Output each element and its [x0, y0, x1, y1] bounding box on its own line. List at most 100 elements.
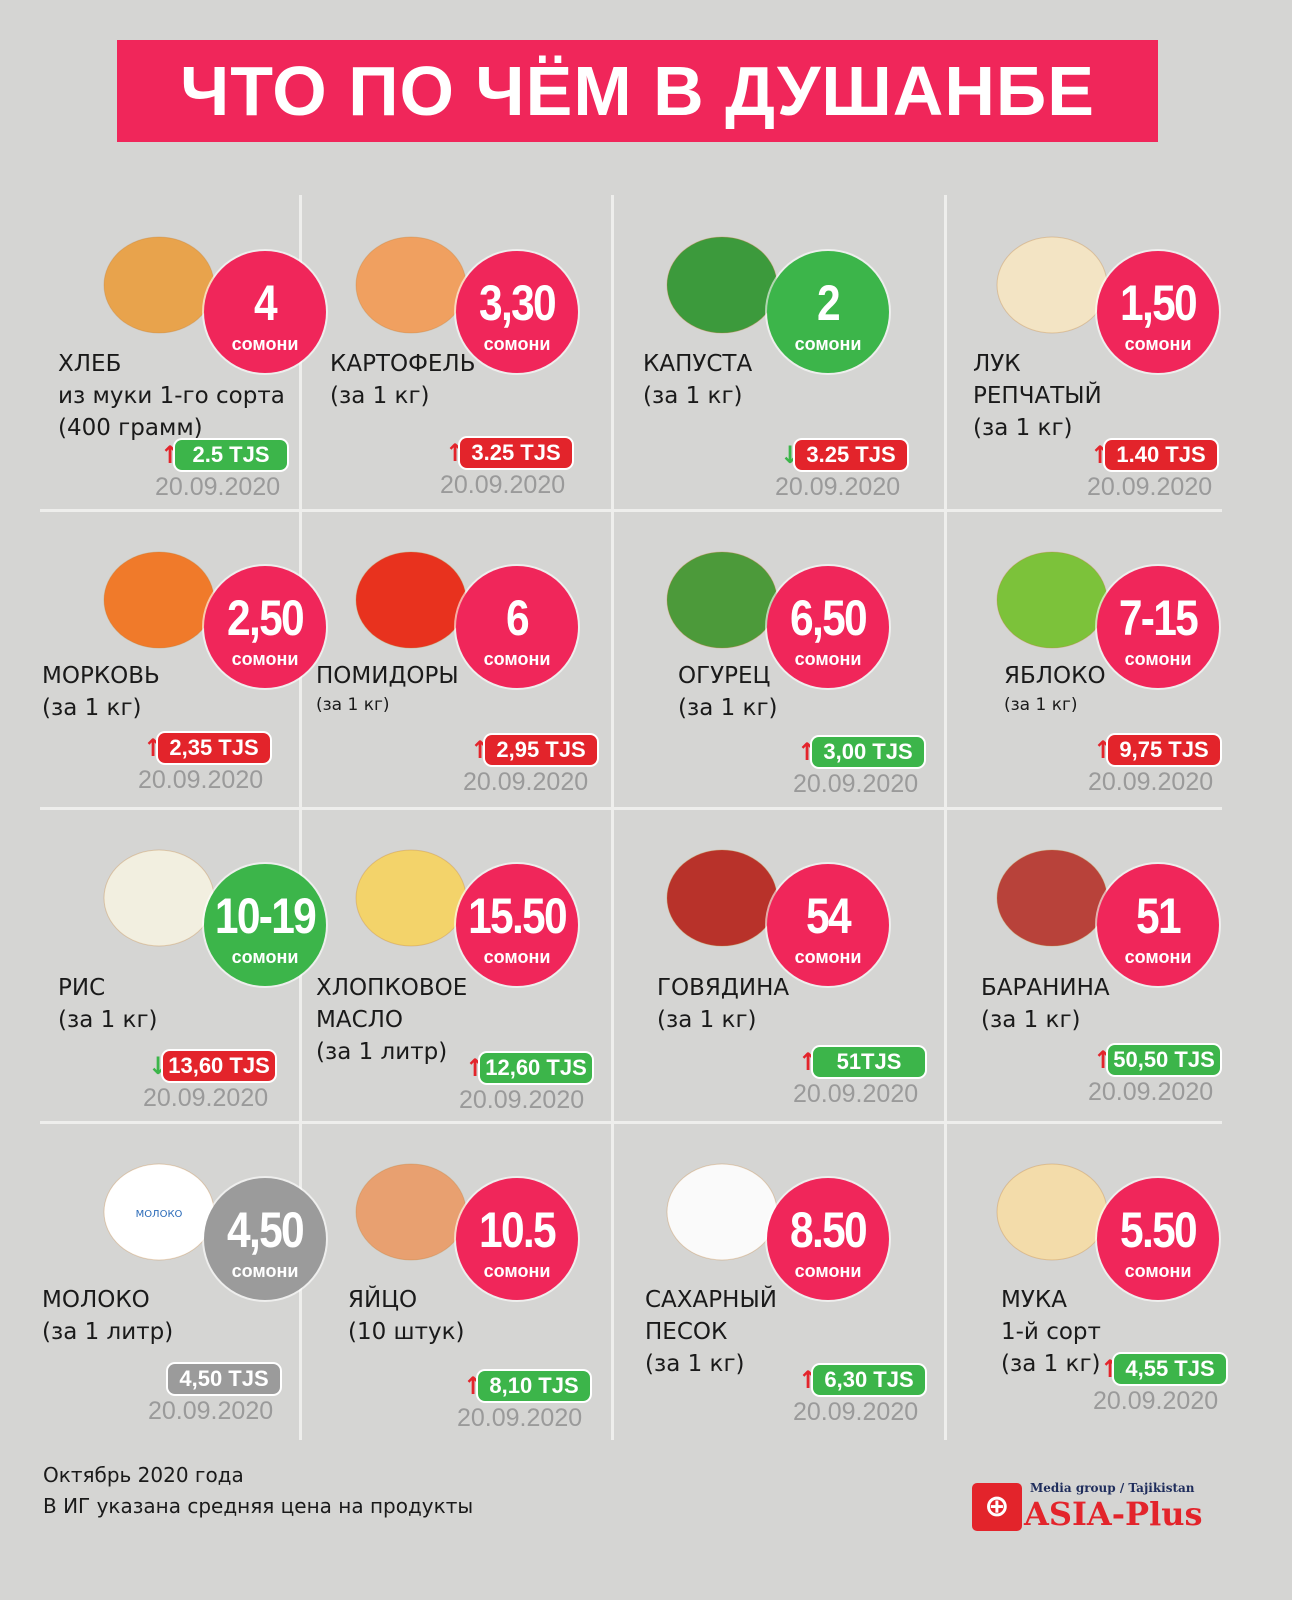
name-line: (за 1 кг) — [42, 695, 142, 721]
price-circle: 6,50 сомони — [767, 566, 889, 688]
product-name: КАРТОФЕЛЬ (за 1 кг) — [330, 348, 476, 412]
divider — [944, 195, 947, 1440]
price: 10-19 — [214, 888, 317, 944]
asia-plus-logo-icon: ⊕ — [972, 1483, 1022, 1531]
previous-price-badge: 6,30 TJS — [813, 1365, 925, 1395]
price: 4,50 — [227, 1202, 305, 1258]
currency: сомони — [794, 947, 862, 967]
name-line: (за 1 литр) — [316, 1039, 448, 1065]
name-line: МАСЛО — [316, 1007, 404, 1033]
price: 4 — [254, 275, 278, 331]
name-line: (за 1 литр) — [42, 1319, 174, 1345]
currency: сомони — [231, 947, 299, 967]
previous-price-badge: 4,50 TJS — [168, 1364, 280, 1394]
price-circle: 4,50 сомони — [204, 1178, 326, 1300]
name-line: (за 1 кг) — [645, 1351, 745, 1377]
price: 15.50 — [468, 888, 568, 944]
previous-price-badge: 3.25 TJS — [795, 440, 907, 470]
name-line: (за 1 кг) — [1004, 695, 1078, 715]
previous-price-badge: 4,55 TJS — [1114, 1354, 1226, 1384]
currency: сомони — [1124, 334, 1192, 354]
previous-price-badge: 12,60 TJS — [480, 1053, 592, 1083]
price-circle: 2 сомони — [767, 251, 889, 373]
previous-price-date: 20.09.2020 — [440, 471, 566, 499]
name-line: МОЛОКО — [42, 1287, 150, 1313]
previous-price-date: 20.09.2020 — [155, 473, 281, 501]
name-line: МУКА — [1001, 1287, 1067, 1313]
previous-price-badge: 2,35 TJS — [158, 733, 270, 763]
name-line: ОГУРЕЦ — [678, 663, 771, 689]
previous-price-badge: 9,75 TJS — [1108, 735, 1220, 765]
currency: сомони — [231, 649, 299, 669]
divider — [40, 509, 1222, 512]
price-circle: 10.5 сомони — [456, 1178, 578, 1300]
currency: сомони — [1124, 947, 1192, 967]
name-line: РЕПЧАТЫЙ — [973, 383, 1102, 409]
previous-price-badge: 51TJS — [813, 1047, 925, 1077]
milk-label: МОЛОКО — [136, 1209, 183, 1220]
name-line: ЯЙЦО — [348, 1287, 418, 1313]
name-line: (за 1 кг) — [973, 415, 1073, 441]
product-name: ЯЙЦО (10 штук) — [348, 1284, 464, 1348]
name-line: из муки 1-го сорта — [58, 383, 285, 409]
divider — [299, 195, 302, 1440]
name-line: (400 грамм) — [58, 415, 203, 441]
previous-price-badge: 3.25 TJS — [460, 438, 572, 468]
price: 5.50 — [1120, 1202, 1198, 1258]
previous-price-date: 20.09.2020 — [793, 1398, 919, 1426]
price-circle: 51 сомони — [1097, 864, 1219, 986]
name-line: ГОВЯДИНА — [657, 975, 790, 1001]
currency: сомони — [231, 1261, 299, 1281]
name-line: (за 1 кг) — [330, 383, 430, 409]
previous-price-date: 20.09.2020 — [457, 1404, 583, 1432]
name-line: (10 штук) — [348, 1319, 465, 1345]
price-circle: 10-19 сомони — [204, 864, 326, 986]
product-name: РИС (за 1 кг) — [58, 972, 158, 1036]
currency: сомони — [483, 947, 551, 967]
product-name: САХАРНЫЙ ПЕСОК (за 1 кг) — [645, 1284, 777, 1380]
previous-price-date: 20.09.2020 — [793, 770, 919, 798]
price-circle: 4 сомони — [204, 251, 326, 373]
price: 8.50 — [790, 1202, 868, 1258]
name-line: ХЛОПКОВОЕ — [316, 975, 468, 1001]
currency: сомони — [794, 1261, 862, 1281]
divider — [40, 1121, 1222, 1124]
price-circle: 5.50 сомони — [1097, 1178, 1219, 1300]
name-line: (за 1 кг) — [1001, 1351, 1101, 1377]
previous-price-badge: 8,10 TJS — [478, 1371, 590, 1401]
footer-date: Октябрь 2020 года — [43, 1463, 244, 1487]
product-name: БАРАНИНА (за 1 кг) — [981, 972, 1110, 1036]
previous-price-badge: 2,95 TJS — [485, 735, 597, 765]
product-name: ЯБЛОКО (за 1 кг) — [1004, 660, 1106, 718]
name-line: ПЕСОК — [645, 1319, 728, 1345]
price-circle: 6 сомони — [456, 566, 578, 688]
name-line: КАПУСТА — [643, 351, 753, 377]
name-line: ХЛЕБ — [58, 351, 122, 377]
name-line: МОРКОВЬ — [42, 663, 160, 689]
previous-price-date: 20.09.2020 — [1087, 473, 1213, 501]
price: 3,30 — [479, 275, 557, 331]
product-name: КАПУСТА (за 1 кг) — [643, 348, 752, 412]
currency: сомони — [483, 334, 551, 354]
previous-price-badge: 3,00 TJS — [812, 737, 924, 767]
price: 54 — [806, 888, 852, 944]
price: 1,50 — [1120, 275, 1198, 331]
price: 51 — [1136, 888, 1182, 944]
previous-price-date: 20.09.2020 — [775, 473, 901, 501]
previous-price-date: 20.09.2020 — [1088, 768, 1214, 796]
product-name: МУКА 1-й сорт (за 1 кг) — [1001, 1284, 1101, 1380]
product-name: МОРКОВЬ (за 1 кг) — [42, 660, 160, 724]
previous-price-date: 20.09.2020 — [463, 768, 589, 796]
product-name: ЛУК РЕПЧАТЫЙ (за 1 кг) — [973, 348, 1102, 444]
price-circle: 2,50 сомони — [204, 566, 326, 688]
price-circle: 8.50 сомони — [767, 1178, 889, 1300]
currency: сомони — [483, 649, 551, 669]
divider — [611, 195, 614, 1440]
price-circle: 1,50 сомони — [1097, 251, 1219, 373]
previous-price-badge: 50,50 TJS — [1108, 1045, 1220, 1075]
logo-tagline: Media group / Tajikistan — [1030, 1481, 1195, 1495]
product-name: МОЛОКО (за 1 литр) — [42, 1284, 173, 1348]
price: 7-15 — [1118, 590, 1199, 646]
name-line: ПОМИДОРЫ — [316, 663, 459, 689]
